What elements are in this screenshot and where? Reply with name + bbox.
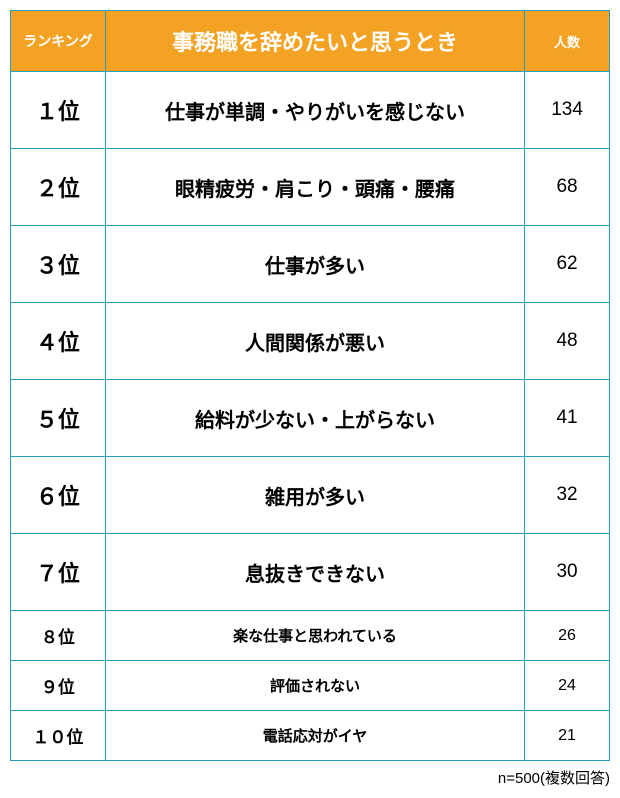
header-reason: 事務職を辞めたいと思うとき <box>105 11 524 72</box>
cell-count: 134 <box>525 72 610 149</box>
table-row: ３位仕事が多い62 <box>11 226 610 303</box>
table-row: ７位息抜きできない30 <box>11 534 610 611</box>
cell-rank: ８位 <box>11 611 106 661</box>
cell-rank: ４位 <box>11 303 106 380</box>
cell-count: 21 <box>525 711 610 761</box>
cell-reason: 息抜きできない <box>105 534 524 611</box>
cell-rank: ９位 <box>11 661 106 711</box>
table-row: １０位電話応対がイヤ21 <box>11 711 610 761</box>
table-row: ２位眼精疲労・肩こり・頭痛・腰痛68 <box>11 149 610 226</box>
table-row: ９位評価されない24 <box>11 661 610 711</box>
table-body: １位仕事が単調・やりがいを感じない134２位眼精疲労・肩こり・頭痛・腰痛68３位… <box>11 72 610 761</box>
cell-count: 48 <box>525 303 610 380</box>
cell-rank: ５位 <box>11 380 106 457</box>
table-row: １位仕事が単調・やりがいを感じない134 <box>11 72 610 149</box>
cell-rank: ２位 <box>11 149 106 226</box>
cell-count: 68 <box>525 149 610 226</box>
table-row: ６位雑用が多い32 <box>11 457 610 534</box>
cell-count: 32 <box>525 457 610 534</box>
header-rank: ランキング <box>11 11 106 72</box>
cell-reason: 仕事が単調・やりがいを感じない <box>105 72 524 149</box>
cell-reason: 人間関係が悪い <box>105 303 524 380</box>
table-row: ５位給料が少ない・上がらない41 <box>11 380 610 457</box>
cell-count: 26 <box>525 611 610 661</box>
table-row: ４位人間関係が悪い48 <box>11 303 610 380</box>
table-header-row: ランキング 事務職を辞めたいと思うとき 人数 <box>11 11 610 72</box>
cell-rank: ７位 <box>11 534 106 611</box>
cell-rank: ３位 <box>11 226 106 303</box>
footnote: n=500(複数回答) <box>10 767 610 788</box>
cell-reason: 雑用が多い <box>105 457 524 534</box>
cell-rank: １位 <box>11 72 106 149</box>
cell-reason: 電話応対がイヤ <box>105 711 524 761</box>
cell-rank: １０位 <box>11 711 106 761</box>
cell-count: 41 <box>525 380 610 457</box>
cell-reason: 眼精疲労・肩こり・頭痛・腰痛 <box>105 149 524 226</box>
cell-reason: 仕事が多い <box>105 226 524 303</box>
header-count: 人数 <box>525 11 610 72</box>
cell-count: 62 <box>525 226 610 303</box>
table-row: ８位楽な仕事と思われている26 <box>11 611 610 661</box>
cell-rank: ６位 <box>11 457 106 534</box>
ranking-table: ランキング 事務職を辞めたいと思うとき 人数 １位仕事が単調・やりがいを感じない… <box>10 10 610 761</box>
cell-reason: 楽な仕事と思われている <box>105 611 524 661</box>
cell-reason: 給料が少ない・上がらない <box>105 380 524 457</box>
cell-count: 30 <box>525 534 610 611</box>
cell-count: 24 <box>525 661 610 711</box>
cell-reason: 評価されない <box>105 661 524 711</box>
